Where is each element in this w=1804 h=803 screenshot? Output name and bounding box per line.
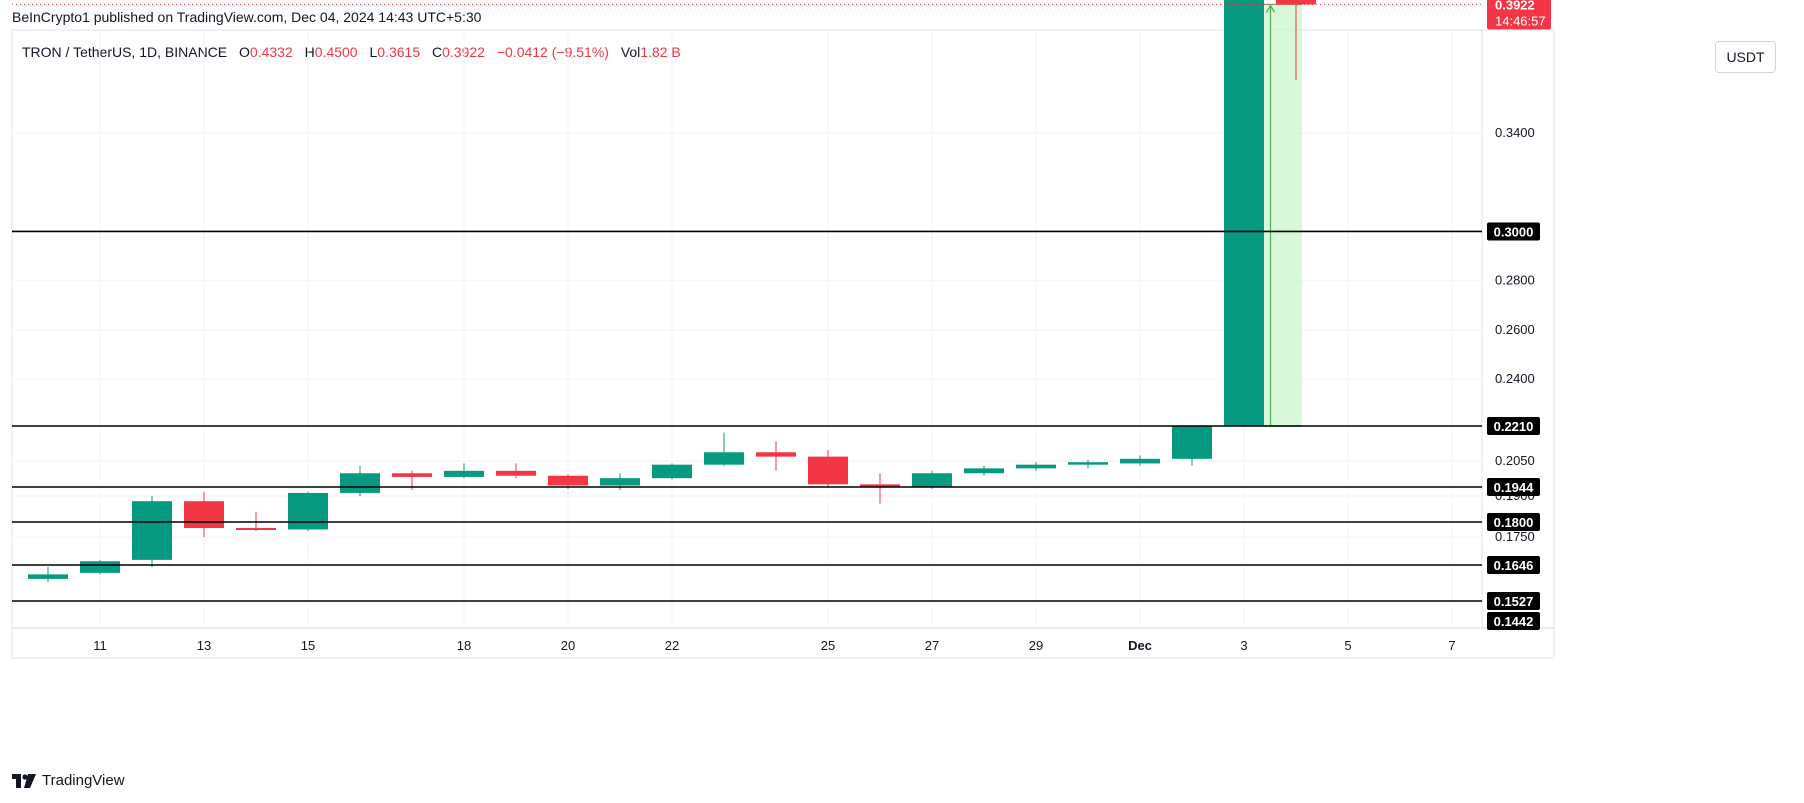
level-price-tag (1487, 222, 1540, 241)
candle-body[interactable] (1016, 464, 1056, 469)
volume-value: 1.82 B (640, 44, 681, 60)
currency-button[interactable]: USDT (1715, 41, 1776, 73)
level-price-tag (1487, 592, 1540, 610)
candle-body[interactable] (1276, 0, 1316, 5)
chart-frame (11, 29, 1555, 659)
x-tick-label: 13 (197, 638, 211, 653)
candle-body[interactable] (548, 475, 588, 486)
change-value: −0.0412 (−9.51%) (496, 44, 609, 60)
y-tick-label: 0.2600 (1495, 322, 1535, 337)
extra-price-tag (1487, 612, 1540, 630)
level-price-label: 0.3000 (1494, 224, 1534, 239)
x-tick-label: 22 (665, 638, 679, 653)
candle-body[interactable] (600, 478, 640, 486)
candle-body[interactable] (912, 473, 952, 487)
candle-body[interactable] (756, 452, 796, 457)
current-price-tag (1487, 0, 1551, 30)
candle-body[interactable] (288, 492, 328, 530)
candle-body[interactable] (1172, 426, 1212, 459)
candle-body[interactable] (496, 470, 536, 476)
candle-body[interactable] (184, 501, 224, 528)
level-price-label: 0.1527 (1494, 594, 1534, 609)
candle-body[interactable] (1068, 462, 1108, 465)
candle-body[interactable] (704, 452, 744, 465)
publisher-credit: BeInCrypto1 published on TradingView.com… (12, 9, 482, 25)
symbol-title[interactable]: TRON / TetherUS, 1D, BINANCE (22, 44, 228, 60)
candle-body[interactable] (860, 484, 900, 487)
level-price-tag (1487, 556, 1540, 574)
x-tick-label: 27 (925, 638, 939, 653)
y-tick-label: 0.3400 (1495, 125, 1535, 140)
y-tick-label: 0.2400 (1495, 371, 1535, 386)
x-tick-label: 5 (1344, 638, 1351, 653)
extra-price-label: 0.1442 (1494, 614, 1534, 629)
level-price-label: 0.1646 (1494, 558, 1534, 573)
candle-body[interactable] (392, 473, 432, 477)
current-price-label: 0.3922 (1495, 0, 1535, 12)
measure-arrow-head (1265, 4, 1276, 13)
close-label: C (432, 44, 443, 60)
symbol-legend: TRON / TetherUS, 1D, BINANCE O0.4332 H0.… (22, 44, 681, 60)
candle-body[interactable] (1120, 458, 1160, 464)
candle-body[interactable] (1224, 0, 1264, 426)
x-tick-label: 29 (1029, 638, 1043, 653)
candle-body[interactable] (28, 574, 68, 579)
candle-body[interactable] (964, 468, 1004, 474)
open-label: O (239, 44, 250, 60)
x-tick-label: 15 (301, 638, 315, 653)
candle-body[interactable] (340, 473, 380, 493)
bar-countdown-label: 14:46:57 (1495, 13, 1546, 28)
open-value: 0.4332 (249, 44, 293, 60)
y-tick-label: 0.2050 (1495, 453, 1535, 468)
tradingview-logo-icon (12, 773, 36, 788)
candle-body[interactable] (808, 456, 848, 485)
high-value: 0.4500 (314, 44, 358, 60)
level-price-label: 0.2210 (1494, 419, 1534, 434)
high-label: H (304, 44, 315, 60)
tradingview-brand[interactable]: TradingView (12, 772, 125, 789)
x-tick-label: 3 (1240, 638, 1247, 653)
x-tick-label: 25 (821, 638, 835, 653)
level-price-tag (1487, 478, 1540, 496)
x-tick-label: Dec (1128, 638, 1152, 653)
brand-name: TradingView (42, 772, 125, 789)
x-tick-label: 20 (561, 638, 575, 653)
level-price-label: 0.1800 (1494, 515, 1534, 530)
level-price-tag (1487, 417, 1540, 435)
x-tick-label: 11 (93, 638, 107, 653)
candle-body[interactable] (80, 561, 120, 573)
x-tick-label: 7 (1448, 638, 1455, 653)
volume-label: Vol (620, 44, 641, 60)
x-tick-label: 18 (457, 638, 471, 653)
y-tick-label: 0.2800 (1495, 273, 1535, 288)
candle-body[interactable] (652, 464, 692, 479)
candle-body[interactable] (236, 528, 276, 530)
low-value: 0.3615 (377, 44, 421, 60)
candle-body[interactable] (132, 501, 172, 560)
level-price-tag (1487, 513, 1540, 531)
level-price-label: 0.1944 (1494, 480, 1535, 495)
candle-body[interactable] (444, 470, 484, 477)
low-label: L (369, 44, 378, 60)
y-tick-label: 0.1750 (1495, 529, 1535, 544)
